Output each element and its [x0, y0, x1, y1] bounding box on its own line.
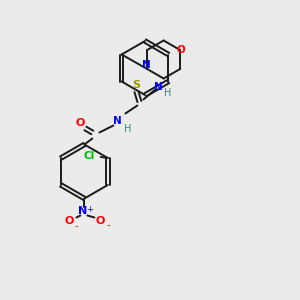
Text: N: N — [154, 82, 163, 92]
Text: N: N — [142, 60, 151, 70]
Text: N: N — [113, 116, 122, 127]
Text: -: - — [75, 221, 78, 232]
Text: S: S — [132, 80, 140, 91]
Text: +: + — [86, 205, 93, 214]
Text: H: H — [124, 124, 131, 134]
Text: O: O — [177, 45, 185, 55]
Text: O: O — [65, 217, 74, 226]
Text: N: N — [78, 206, 87, 217]
Text: O: O — [96, 217, 105, 226]
Text: -: - — [106, 220, 110, 230]
Text: O: O — [76, 118, 85, 128]
Text: H: H — [164, 88, 171, 98]
Text: Cl: Cl — [83, 151, 94, 161]
